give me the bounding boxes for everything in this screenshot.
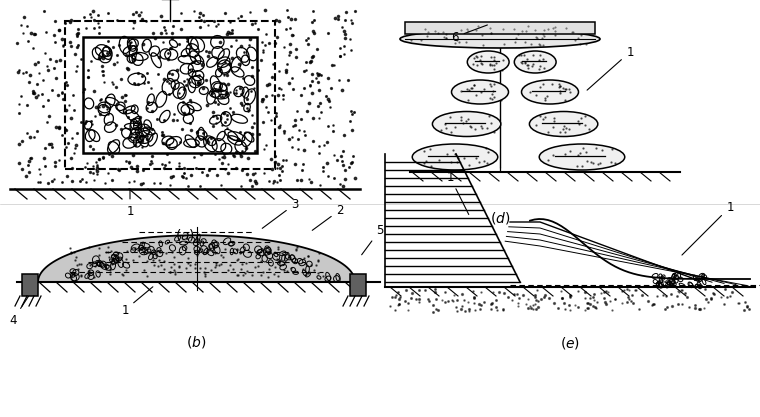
Ellipse shape [515,51,556,73]
Ellipse shape [540,144,625,170]
Text: 1: 1 [122,287,153,317]
Text: 2: 2 [312,203,344,230]
Text: $(e)$: $(e)$ [560,335,580,351]
Text: 1: 1 [682,201,733,255]
Text: $(b)$: $(b)$ [186,334,207,350]
Ellipse shape [521,80,578,104]
Ellipse shape [467,51,509,73]
Text: 1: 1 [446,171,469,214]
Bar [405,22,595,34]
Ellipse shape [451,80,508,104]
Text: 4: 4 [9,296,28,327]
Ellipse shape [400,30,600,48]
Text: $(d)$: $(d)$ [489,210,510,226]
Ellipse shape [530,111,598,136]
Text: 6: 6 [451,25,487,43]
Polygon shape [38,235,355,282]
Bar [83,37,257,153]
Text: 3: 3 [262,198,299,229]
Bar [22,274,38,296]
Text: 1: 1 [587,45,634,90]
Bar [65,21,275,169]
Text: 5: 5 [362,224,384,255]
Text: $(a)$: $(a)$ [175,227,195,243]
Bar [350,274,366,296]
Ellipse shape [412,144,498,170]
Text: 1: 1 [126,189,134,218]
Ellipse shape [432,111,501,136]
